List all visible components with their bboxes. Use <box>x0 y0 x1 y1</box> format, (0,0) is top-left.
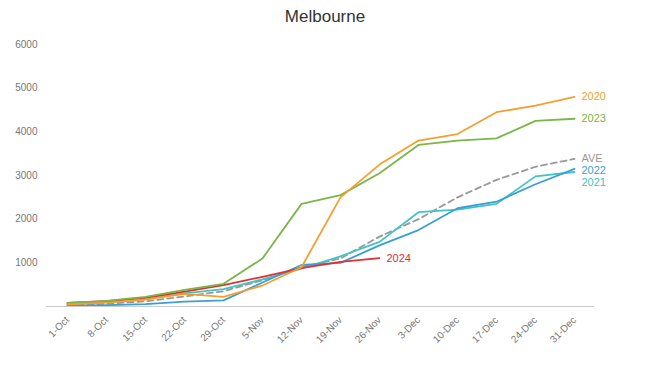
svg-text:31-Dec: 31-Dec <box>548 314 579 345</box>
svg-text:3000: 3000 <box>15 170 38 181</box>
svg-text:4000: 4000 <box>15 126 38 137</box>
svg-text:22-Oct: 22-Oct <box>159 314 188 343</box>
svg-text:1-Oct: 1-Oct <box>46 314 71 339</box>
svg-text:26-Nov: 26-Nov <box>353 314 384 345</box>
svg-text:17-Dec: 17-Dec <box>470 314 501 345</box>
html-text:Melbourne: Melbourne <box>284 7 366 26</box>
svg-text:8-Oct: 8-Oct <box>85 314 110 339</box>
svg-text:15-Oct: 15-Oct <box>120 314 149 343</box>
svg-text:2000: 2000 <box>15 213 38 224</box>
svg-text:29-Oct: 29-Oct <box>198 314 227 343</box>
svg-text:2022: 2022 <box>582 164 606 176</box>
svg-text:12-Nov: 12-Nov <box>275 314 306 345</box>
svg-text:10-Dec: 10-Dec <box>431 314 462 345</box>
svg-text:AVE: AVE <box>582 152 603 164</box>
svg-text:6000: 6000 <box>15 39 38 50</box>
svg-text:2021: 2021 <box>582 176 606 188</box>
svg-text:5-Nov: 5-Nov <box>240 314 267 341</box>
svg-text:1000: 1000 <box>15 257 38 268</box>
svg-text:2023: 2023 <box>582 112 606 124</box>
svg-text:2020: 2020 <box>582 90 606 102</box>
svg-text:19-Nov: 19-Nov <box>314 314 345 345</box>
svg-text:5000: 5000 <box>15 82 38 93</box>
svg-text:3-Dec: 3-Dec <box>396 314 423 341</box>
svg-text:2024: 2024 <box>387 252 411 264</box>
svg-text:24-Dec: 24-Dec <box>509 314 540 345</box>
